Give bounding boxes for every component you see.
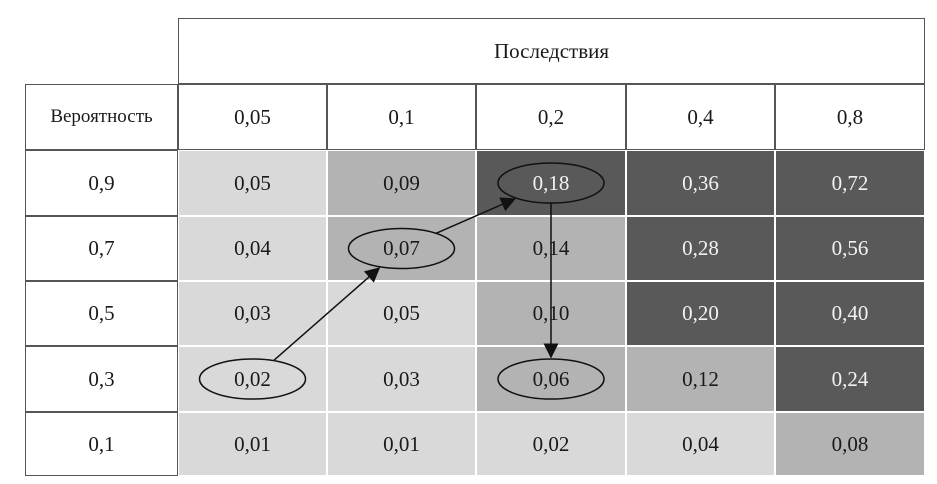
risk-cell-2-0-text: 0,03 (234, 301, 271, 325)
probability-row-4-text: 0,1 (88, 431, 115, 456)
risk-cell-4-2: 0,02 (476, 412, 626, 476)
risk-cell-2-2-text: 0,10 (532, 301, 570, 325)
consequences-header: Последствия (178, 18, 925, 84)
consequence-col-2-text: 0,2 (537, 104, 565, 129)
risk-cell-2-0: 0,03 (178, 281, 327, 346)
risk-cell-0-4: 0,72 (775, 150, 925, 216)
risk-cell-1-2-text: 0,14 (532, 236, 570, 260)
risk-cell-2-4-text: 0,40 (831, 301, 869, 325)
risk-cell-4-0-text: 0,01 (234, 431, 271, 456)
risk-cell-1-3-text: 0,28 (682, 236, 719, 260)
risk-cell-3-4: 0,24 (775, 346, 925, 412)
probability-row-2-text: 0,5 (88, 301, 115, 325)
probability-row-3-text: 0,3 (88, 366, 115, 391)
risk-cell-3-1-text: 0,03 (383, 366, 420, 391)
risk-cell-4-1-text: 0,01 (383, 431, 420, 456)
risk-cell-3-2: 0,06 (476, 346, 626, 412)
consequence-col-4: 0,8 (775, 84, 925, 150)
risk-cell-1-4: 0,56 (775, 216, 925, 281)
risk-cell-1-2: 0,14 (476, 216, 626, 281)
risk-cell-3-1: 0,03 (327, 346, 476, 412)
risk-cell-2-2: 0,10 (476, 281, 626, 346)
risk-cell-2-3: 0,20 (626, 281, 775, 346)
risk-cell-0-0: 0,05 (178, 150, 327, 216)
probability-row-2: 0,5 (25, 281, 178, 346)
consequence-col-1: 0,1 (327, 84, 476, 150)
consequence-col-0-text: 0,05 (234, 104, 271, 129)
risk-cell-2-1-text: 0,05 (383, 301, 420, 325)
consequence-col-4-text: 0,8 (836, 104, 864, 129)
risk-cell-2-3-text: 0,20 (682, 301, 719, 325)
risk-cell-0-0-text: 0,05 (234, 170, 271, 195)
risk-cell-4-3-text: 0,04 (682, 431, 719, 456)
risk-cell-3-0-text: 0,02 (234, 366, 271, 391)
risk-cell-0-1: 0,09 (327, 150, 476, 216)
consequence-col-2: 0,2 (476, 84, 626, 150)
risk-cell-3-0: 0,02 (178, 346, 327, 412)
risk-cell-3-3-text: 0,12 (682, 366, 719, 391)
risk-cell-0-2-text: 0,18 (532, 170, 570, 195)
risk-cell-4-0: 0,01 (178, 412, 327, 476)
probability-header-label: Вероятность (50, 106, 153, 127)
probability-row-0: 0,9 (25, 150, 178, 216)
probability-header: Вероятность (25, 84, 178, 150)
risk-cell-2-4: 0,40 (775, 281, 925, 346)
probability-row-0-text: 0,9 (88, 170, 115, 195)
risk-cell-4-4: 0,08 (775, 412, 925, 476)
risk-cell-3-2-text: 0,06 (532, 366, 570, 391)
risk-cell-0-3: 0,36 (626, 150, 775, 216)
risk-cell-1-1-text: 0,07 (383, 236, 420, 260)
risk-cell-3-4-text: 0,24 (831, 366, 869, 391)
risk-cell-1-1: 0,07 (327, 216, 476, 281)
consequence-col-1-text: 0,1 (388, 104, 415, 129)
consequences-header-label: Последствия (493, 38, 610, 63)
risk-cell-4-3: 0,04 (626, 412, 775, 476)
risk-cell-4-4-text: 0,08 (831, 431, 869, 456)
probability-row-4: 0,1 (25, 412, 178, 476)
risk-cell-1-0-text: 0,04 (234, 236, 271, 260)
probability-row-3: 0,3 (25, 346, 178, 412)
probability-row-1: 0,7 (25, 216, 178, 281)
risk-cell-4-1: 0,01 (327, 412, 476, 476)
consequence-col-3-text: 0,4 (687, 104, 714, 129)
risk-cell-2-1: 0,05 (327, 281, 476, 346)
risk-cell-0-1-text: 0,09 (383, 170, 420, 195)
risk-cell-1-4-text: 0,56 (831, 236, 869, 260)
risk-cell-0-2: 0,18 (476, 150, 626, 216)
risk-cell-3-3: 0,12 (626, 346, 775, 412)
risk-cell-0-4-text: 0,72 (831, 170, 869, 195)
consequence-col-0: 0,05 (178, 84, 327, 150)
risk-cell-0-3-text: 0,36 (682, 170, 719, 195)
risk-cell-1-0: 0,04 (178, 216, 327, 281)
consequence-col-3: 0,4 (626, 84, 775, 150)
probability-row-1-text: 0,7 (88, 236, 115, 260)
risk-cell-1-3: 0,28 (626, 216, 775, 281)
risk-cell-4-2-text: 0,02 (532, 431, 570, 456)
